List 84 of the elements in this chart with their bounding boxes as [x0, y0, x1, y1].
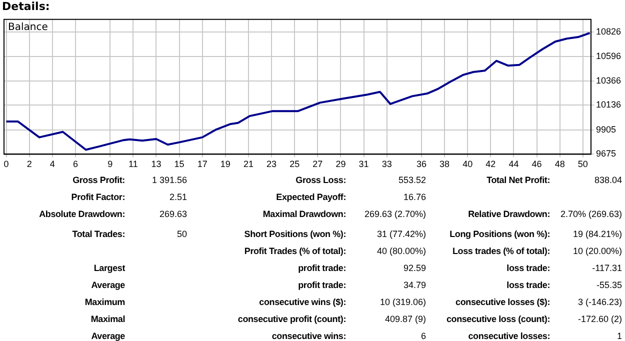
text: 10 (319.06) — [380, 297, 426, 307]
x-tick-label: 25 — [290, 159, 300, 170]
x-tick-label: 17 — [197, 159, 208, 170]
y-tick-label: 10366 — [596, 75, 622, 86]
text: profit trade: — [298, 280, 346, 290]
text: Expected Payoff: — [276, 192, 346, 202]
text: -55.35 — [596, 280, 622, 290]
x-tick-label: 40 — [462, 159, 473, 170]
text: 92.59 — [403, 263, 426, 273]
x-tick-label: 11 — [128, 159, 138, 170]
text: -117.31 — [592, 263, 622, 273]
text: consecutive losses ($): — [456, 297, 550, 307]
text: 269.63 (2.70%) — [364, 209, 426, 219]
text: loss trade: — [506, 280, 550, 290]
x-tick-label: 38 — [440, 159, 450, 170]
x-tick-label: 15 — [174, 159, 184, 170]
x-tick-label: 46 — [532, 159, 542, 170]
y-tick-label: 9905 — [596, 124, 616, 134]
x-tick-label: 21 — [243, 159, 254, 170]
text: consecutive wins ($): — [259, 297, 346, 307]
text: Relative Drawdown: — [468, 209, 550, 219]
x-tick-label: 27 — [312, 159, 323, 170]
text: 1 — [616, 331, 622, 341]
x-tick-label: 48 — [554, 159, 565, 170]
x-tick-label: 13 — [151, 159, 162, 170]
text: Total Trades: — [72, 229, 125, 239]
text: consecutive profit (count): — [238, 314, 346, 324]
text: Profit Trades (% of total): — [244, 246, 346, 256]
x-tick-label: 4 — [50, 159, 55, 170]
x-tick-label: 36 — [416, 159, 426, 170]
text: consecutive loss (count): — [446, 314, 550, 324]
text: 838.04 — [594, 175, 622, 185]
text: Balance — [8, 22, 48, 33]
text: 2.70% (269.63) — [560, 209, 622, 219]
text: 553.52 — [398, 175, 426, 185]
text: -172.60 (2) — [578, 314, 622, 324]
text: 34.79 — [403, 280, 426, 290]
text: Absolute Drawdown: — [39, 209, 125, 219]
text: 269.63 — [159, 209, 187, 219]
text: 40 (80.00%) — [376, 246, 426, 256]
text: profit trade: — [298, 263, 346, 273]
text: Gross Loss: — [296, 175, 346, 185]
text: Long Positions (won %): — [450, 229, 550, 239]
chart-title: Details: — [2, 0, 50, 13]
text: Total Net Profit: — [486, 175, 550, 185]
x-tick-label: 29 — [336, 159, 346, 170]
text: 6 — [420, 331, 426, 341]
y-tick-label: 10596 — [596, 50, 622, 61]
text: 3 (-146.23) — [578, 297, 622, 307]
text: Largest — [94, 263, 125, 273]
text: 409.87 (9) — [384, 314, 426, 324]
text: Gross Profit: — [72, 175, 125, 185]
x-tick-label: 33 — [382, 159, 392, 170]
text: 31 (77.42%) — [376, 229, 426, 239]
y-tick-label: 10136 — [596, 100, 622, 110]
text: consecutive wins: — [272, 331, 346, 341]
text: Average — [91, 280, 125, 290]
text: 1 391.56 — [152, 175, 187, 185]
x-tick-label: 23 — [266, 159, 277, 170]
text: loss trade: — [506, 263, 550, 273]
text: 10 (20.00%) — [572, 246, 622, 256]
x-tick-label: 0 — [4, 159, 9, 170]
text: 19 (84.21%) — [572, 229, 622, 239]
text: Maximum — [84, 297, 125, 307]
text: Profit Factor: — [71, 192, 125, 202]
x-tick-label: 19 — [220, 159, 230, 170]
x-tick-label: 9 — [108, 159, 113, 170]
y-tick-label: 9675 — [596, 148, 616, 159]
text: Short Positions (won %): — [244, 229, 346, 239]
text: consecutive losses: — [468, 331, 550, 341]
text: Maximal Drawdown: — [262, 209, 346, 219]
text: Maximal — [90, 314, 125, 324]
x-tick-label: 2 — [26, 159, 32, 170]
x-tick-label: 6 — [72, 159, 78, 170]
x-tick-label: 44 — [508, 159, 519, 170]
y-tick-label: 10826 — [596, 26, 622, 36]
x-tick-label: 50 — [578, 159, 588, 170]
text: 16.76 — [403, 192, 426, 202]
text: 50 — [176, 229, 187, 239]
text: Loss trades (% of total): — [452, 246, 550, 256]
x-tick-label: 31 — [358, 159, 369, 170]
text: Average — [91, 331, 125, 341]
x-tick-label: 42 — [486, 159, 496, 170]
text: 2.51 — [169, 192, 187, 202]
